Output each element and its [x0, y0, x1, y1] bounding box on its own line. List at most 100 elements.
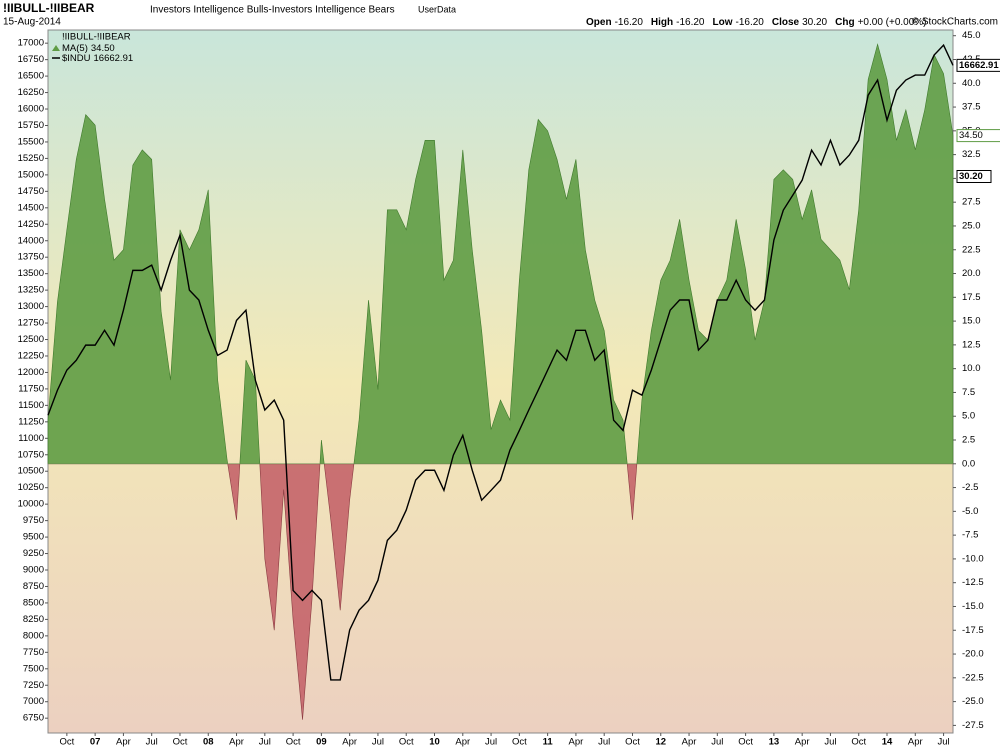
y-tick-label: 15750 [18, 120, 44, 131]
y-tick-label: 10000 [18, 499, 44, 510]
y-tick-label: 7000 [23, 696, 44, 707]
y2-tick-label: 0.0 [962, 458, 975, 469]
x-tick-label: 07 [90, 737, 101, 748]
y-tick-label: 8000 [23, 630, 44, 641]
y2-tick-label: -17.5 [962, 625, 984, 636]
x-tick-label: Jul [824, 737, 836, 748]
y-tick-label: 6750 [23, 713, 44, 724]
x-tick-label: 12 [655, 737, 666, 748]
line [47, 43, 954, 681]
chart-title: !IIBULL-!IIBEAR [3, 1, 95, 15]
y-tick-label: 15500 [18, 136, 44, 147]
x-tick-label: Apr [116, 737, 131, 748]
x-tick-label: Apr [342, 737, 357, 748]
y-tick-label: 9250 [23, 548, 44, 559]
x-tick-label: 10 [429, 737, 440, 748]
y-tick-label: 9000 [23, 565, 44, 576]
quote-line: Open -16.20 High -16.20 Low -16.20 Close 30.20 C… [586, 17, 927, 28]
y-tick-label: 10500 [18, 466, 44, 477]
value-tag-label: 16662.91 [959, 60, 999, 71]
y-tick-label: 11250 [18, 416, 44, 427]
quote-value: 30.20 [802, 17, 827, 28]
source: UserData [418, 4, 456, 14]
chart-subtitle: Investors Intelligence Bulls-Investors I… [150, 5, 395, 16]
y-tick-label: 10750 [18, 449, 44, 460]
y2-tick-label: 7.5 [962, 387, 975, 398]
y-tick-label: 14500 [18, 202, 44, 213]
y-tick-label: 13000 [18, 301, 44, 312]
y2-tick-label: 25.0 [962, 220, 981, 231]
x-tick-label: Jul [259, 737, 271, 748]
y2-tick-label: 15.0 [962, 316, 981, 327]
quote-value: -16.20 [676, 17, 705, 28]
y2-tick-label: 27.5 [962, 197, 981, 208]
legend-entry: $INDU 16662.91 [62, 53, 133, 64]
legend-value: 16662.91 [94, 53, 134, 64]
y-tick-label: 13750 [18, 252, 44, 263]
y-tick-label: 11750 [18, 383, 44, 394]
y-tick-label: 13500 [18, 268, 44, 279]
y2-tick-label: 5.0 [962, 411, 975, 422]
y2-tick-label: 37.5 [962, 102, 981, 113]
y2-tick-label: 32.5 [962, 149, 981, 160]
y2-tick-label: -10.0 [962, 553, 984, 564]
y-tick-label: 16250 [18, 87, 44, 98]
y-tick-label: 7750 [23, 647, 44, 658]
x-tick-label: Oct [851, 737, 866, 748]
copyright: © StockCharts.com [912, 17, 998, 28]
value-tag [956, 58, 1000, 72]
close-tag [956, 169, 992, 183]
legend-entry: MA(5) 34.50 [62, 43, 115, 54]
y-tick-label: 9500 [23, 532, 44, 543]
quote-label: High [651, 17, 673, 28]
x-tick-label: 08 [203, 737, 214, 748]
legend-title: !IIBULL-!IIBEAR [62, 32, 131, 43]
x-tick-label: Oct [173, 737, 188, 748]
y-tick-label: 17000 [18, 38, 44, 49]
x-tick-label: 14 [882, 737, 893, 748]
x-tick-label: Jul [146, 737, 158, 748]
y2-tick-label: -15.0 [962, 601, 984, 612]
y-tick-label: 15000 [18, 169, 44, 180]
y-tick-label: 16750 [18, 54, 44, 65]
x-tick-label: Oct [625, 737, 640, 748]
x-tick-label: Apr [229, 737, 244, 748]
y2-tick-label: -22.5 [962, 672, 984, 683]
y2-tick-label: 2.5 [962, 435, 975, 446]
legend-name: MA(5) [62, 43, 88, 54]
y2-tick-label: -7.5 [962, 530, 978, 541]
y2-tick-label: 45.0 [962, 30, 981, 41]
x-tick-label: 09 [316, 737, 327, 748]
x-tick-label: 11 [543, 737, 554, 748]
y2-tick-label: 12.5 [962, 339, 981, 350]
x-tick-label: Oct [512, 737, 527, 748]
x-tick-label: Oct [286, 737, 301, 748]
y-tick-label: 14250 [18, 219, 44, 230]
y-tick-label: 7250 [23, 680, 44, 691]
y2-tick-label: 17.5 [962, 292, 981, 303]
x-tick-label: Jul [372, 737, 384, 748]
y-tick-label: 10250 [18, 482, 44, 493]
y2-tick-label: 40.0 [962, 78, 981, 89]
y2-tick-label: 10.0 [962, 363, 981, 374]
area-negative [47, 463, 954, 720]
y-tick-label: 16500 [18, 71, 44, 82]
y2-tick-label: -27.5 [962, 720, 984, 731]
x-tick-label: Apr [569, 737, 584, 748]
y-tick-label: 8250 [23, 614, 44, 625]
value-tag [956, 129, 1000, 143]
quote-label: Chg [835, 17, 854, 28]
date: 15-Aug-2014 [3, 17, 61, 28]
x-tick-label: Jul [711, 737, 723, 748]
quote-label: Close [772, 17, 800, 28]
y-tick-label: 12750 [18, 318, 44, 329]
x-tick-label: Apr [795, 737, 810, 748]
y-tick-label: 12000 [18, 367, 44, 378]
y-tick-label: 7500 [23, 663, 44, 674]
y-tick-label: 8500 [23, 597, 44, 608]
y2-tick-label: -2.5 [962, 482, 978, 493]
y-tick-label: 14000 [18, 235, 44, 246]
y2-tick-label: 22.5 [962, 244, 981, 255]
